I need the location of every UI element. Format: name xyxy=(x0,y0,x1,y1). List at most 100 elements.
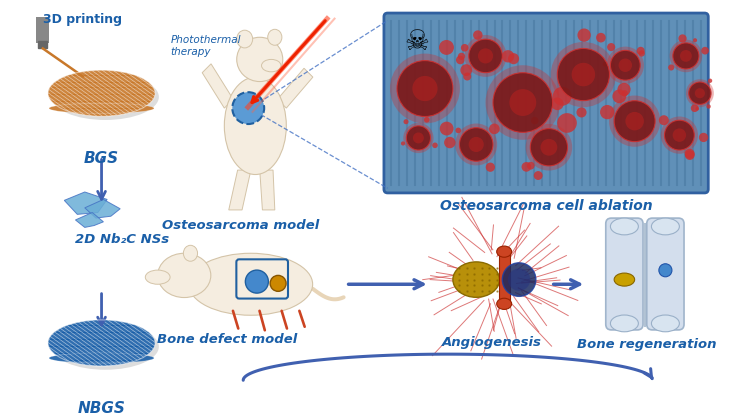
Circle shape xyxy=(685,150,695,160)
Circle shape xyxy=(557,48,609,101)
Ellipse shape xyxy=(610,315,639,332)
Ellipse shape xyxy=(51,74,159,120)
Circle shape xyxy=(614,101,655,142)
Ellipse shape xyxy=(236,30,253,48)
Ellipse shape xyxy=(184,245,198,261)
Circle shape xyxy=(706,104,711,109)
Ellipse shape xyxy=(497,246,512,257)
Circle shape xyxy=(673,43,699,69)
Circle shape xyxy=(473,30,483,40)
Circle shape xyxy=(557,113,577,133)
Bar xyxy=(38,41,48,48)
Circle shape xyxy=(531,117,539,124)
Ellipse shape xyxy=(268,29,282,45)
Circle shape xyxy=(618,83,630,96)
Circle shape xyxy=(686,79,714,107)
Circle shape xyxy=(455,128,461,133)
Circle shape xyxy=(245,270,269,293)
Circle shape xyxy=(618,59,632,72)
Circle shape xyxy=(508,53,519,64)
Ellipse shape xyxy=(48,70,155,116)
Circle shape xyxy=(609,95,660,147)
Ellipse shape xyxy=(48,320,155,366)
Ellipse shape xyxy=(49,353,154,363)
Circle shape xyxy=(521,162,531,172)
Circle shape xyxy=(665,120,695,150)
Circle shape xyxy=(533,171,542,180)
Circle shape xyxy=(390,54,460,123)
Circle shape xyxy=(708,78,712,83)
Text: Bone defect model: Bone defect model xyxy=(157,333,298,346)
Circle shape xyxy=(508,268,530,291)
Ellipse shape xyxy=(189,253,313,315)
Circle shape xyxy=(678,34,686,43)
Circle shape xyxy=(695,88,705,98)
Circle shape xyxy=(461,44,468,52)
Circle shape xyxy=(600,105,615,119)
Text: Osteosarcoma model: Osteosarcoma model xyxy=(162,219,319,232)
FancyBboxPatch shape xyxy=(606,218,643,330)
Text: 2D Nb₂C NSs: 2D Nb₂C NSs xyxy=(75,233,169,246)
Circle shape xyxy=(577,28,591,42)
Circle shape xyxy=(232,92,264,124)
Circle shape xyxy=(404,123,433,153)
Text: Osteosarcoma cell ablation: Osteosarcoma cell ablation xyxy=(440,199,653,213)
Bar xyxy=(37,17,49,43)
Circle shape xyxy=(661,116,698,154)
Circle shape xyxy=(424,117,430,123)
Ellipse shape xyxy=(49,103,154,113)
Ellipse shape xyxy=(157,253,211,297)
Polygon shape xyxy=(278,68,313,108)
Ellipse shape xyxy=(651,218,680,235)
Circle shape xyxy=(571,63,595,86)
Circle shape xyxy=(659,115,669,125)
Circle shape xyxy=(701,47,709,55)
Circle shape xyxy=(606,47,644,84)
Circle shape xyxy=(468,39,502,73)
Circle shape xyxy=(526,124,572,171)
Circle shape xyxy=(413,133,424,143)
Circle shape xyxy=(439,122,454,135)
Circle shape xyxy=(668,64,674,71)
Ellipse shape xyxy=(51,324,159,370)
Ellipse shape xyxy=(614,273,635,286)
Circle shape xyxy=(456,56,465,64)
Circle shape xyxy=(603,62,607,66)
Circle shape xyxy=(673,128,686,142)
Circle shape xyxy=(493,73,553,132)
Polygon shape xyxy=(85,199,120,218)
Circle shape xyxy=(596,33,606,43)
Circle shape xyxy=(553,87,571,106)
Circle shape xyxy=(685,149,695,159)
Circle shape xyxy=(695,107,699,111)
Circle shape xyxy=(458,53,466,60)
Text: NBGS: NBGS xyxy=(78,401,125,413)
Circle shape xyxy=(407,126,430,150)
Circle shape xyxy=(693,38,697,42)
Ellipse shape xyxy=(610,218,639,235)
Circle shape xyxy=(659,264,672,277)
Circle shape xyxy=(612,89,626,103)
Polygon shape xyxy=(202,64,233,108)
Circle shape xyxy=(502,50,514,62)
Text: ☠: ☠ xyxy=(404,28,429,56)
Ellipse shape xyxy=(145,270,170,284)
Text: Bone regeneration: Bone regeneration xyxy=(577,338,716,351)
Circle shape xyxy=(691,104,698,112)
Polygon shape xyxy=(64,192,107,214)
Circle shape xyxy=(444,137,456,148)
Circle shape xyxy=(636,47,645,55)
Circle shape xyxy=(468,137,483,152)
Circle shape xyxy=(455,123,497,166)
Circle shape xyxy=(551,97,564,110)
Circle shape xyxy=(541,139,557,156)
Circle shape xyxy=(621,90,628,97)
Circle shape xyxy=(607,43,615,51)
Circle shape xyxy=(689,82,711,104)
Circle shape xyxy=(527,162,535,170)
Text: Angiogenesis: Angiogenesis xyxy=(442,335,542,349)
Circle shape xyxy=(486,163,495,172)
Circle shape xyxy=(413,76,437,101)
Circle shape xyxy=(397,61,453,116)
Ellipse shape xyxy=(497,298,512,309)
